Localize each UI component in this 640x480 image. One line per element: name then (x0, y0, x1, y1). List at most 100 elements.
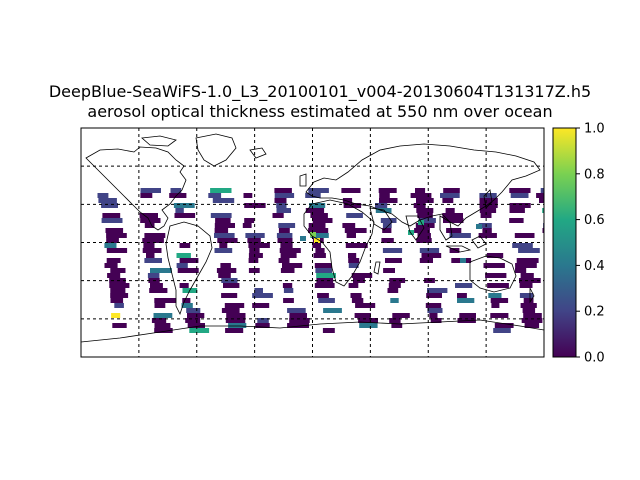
aot-pixel-block (244, 218, 255, 223)
aot-pixel-block (315, 248, 325, 253)
aot-pixel-block (228, 323, 247, 328)
aot-pixel-block (210, 213, 232, 218)
colorbar-tick-label: 0.2 (584, 305, 605, 320)
aot-pixel-block (379, 198, 398, 203)
aot-pixel-block (310, 213, 328, 218)
aot-pixel-block (289, 318, 310, 323)
aot-pixel-block (277, 238, 293, 243)
aot-pixel-block (248, 268, 260, 273)
colorbar-tick-label: 0.4 (584, 259, 605, 274)
aot-pixel-block (217, 238, 238, 243)
aot-pixel-block (419, 248, 440, 253)
aot-pixel-block (509, 218, 524, 223)
aot-pixel-block (214, 228, 229, 233)
aot-pixel-block (315, 268, 333, 273)
aot-pixel-block (509, 188, 531, 193)
aot-pixel-block (375, 203, 388, 208)
aot-pixel-block (442, 198, 454, 203)
aot-pixel-block (457, 298, 475, 303)
aot-pixel-block (446, 228, 462, 233)
aot-pixel-block (316, 273, 336, 278)
aot-pixel-block (520, 273, 534, 278)
aot-pixel-block (289, 313, 307, 318)
aot-pixel-block (287, 323, 309, 328)
aot-pixel-block (540, 188, 544, 193)
aot-pixel-block (443, 188, 460, 193)
aot-pixel-block (418, 218, 436, 223)
aot-pixel-block (283, 288, 294, 293)
aot-pixel-block (242, 223, 252, 228)
aot-pixel-block (144, 233, 166, 238)
aot-pixel-block (378, 188, 397, 193)
aot-pixel-block (354, 313, 371, 318)
aot-pixel-block (214, 223, 235, 228)
aot-pixel-block (245, 233, 265, 238)
aot-pixel-block (521, 318, 543, 323)
aot-pixel-block (112, 323, 127, 328)
aot-pixel-block (104, 263, 118, 268)
aot-pixel-block (280, 253, 297, 258)
aot-pixel-block (491, 303, 500, 308)
aot-pixel-block (110, 288, 126, 293)
aot-pixel-block (416, 238, 432, 243)
aot-pixel-block (389, 318, 401, 323)
aot-pixel-block (459, 313, 476, 318)
aot-pixel-block (105, 228, 124, 233)
aot-pixel-block (276, 233, 293, 238)
aot-pixel-block (308, 223, 326, 228)
aot-pixel-block (415, 188, 426, 193)
aot-pixel-block (110, 298, 124, 303)
aot-pixel-block (142, 238, 164, 243)
aot-pixel-block (247, 238, 261, 243)
aot-pixel-block (111, 313, 121, 318)
aot-pixel-block (542, 208, 544, 213)
aot-pixel-block (140, 218, 161, 223)
aot-pixel-block (189, 328, 210, 333)
aot-pixel-block (101, 203, 118, 208)
aot-pixel-block (283, 298, 294, 303)
aot-pixel-block (542, 228, 544, 233)
aot-pixel-block (226, 313, 246, 318)
aot-pixel-block (248, 253, 263, 258)
aot-pixel-block (278, 228, 290, 233)
aot-pixel-block (419, 258, 433, 263)
aot-pixel-block (106, 248, 128, 253)
aot-pixel-block (282, 263, 303, 268)
aot-pixel-block (520, 303, 537, 308)
aot-pixel-block (383, 268, 395, 273)
aot-pixel-block (346, 213, 363, 218)
aot-pixel-block (350, 293, 362, 298)
aot-pixel-block (248, 258, 259, 263)
aot-high-value-pixel (408, 230, 414, 235)
aot-pixel-block (174, 213, 196, 218)
aot-pixel-block (254, 288, 263, 293)
aot-pixel-block (519, 278, 541, 283)
aot-pixel-block (220, 263, 231, 268)
aot-pixel-block (282, 283, 293, 288)
aot-pixel-block (176, 263, 188, 268)
aot-pixel-block (515, 263, 537, 268)
aot-pixel-block (221, 308, 240, 313)
aot-pixel-block (312, 243, 322, 248)
aot-pixel-block (177, 268, 199, 273)
aot-pixel-block (425, 303, 442, 308)
aot-high-value-pixel (310, 232, 316, 237)
aot-pixel-block (109, 283, 130, 288)
aot-pixel-block (539, 198, 544, 203)
aot-pixel-block (97, 193, 109, 198)
aot-pixel-block (150, 283, 163, 288)
figure-title-line1: DeepBlue-SeaWiFS-1.0_L3_20100101_v004-20… (48, 82, 592, 101)
aot-pixel-block (274, 188, 292, 193)
aot-pixel-block (221, 278, 238, 283)
aot-pixel-block (379, 193, 390, 198)
aot-pixel-block (144, 258, 162, 263)
aot-pixel-block (154, 303, 166, 308)
graticule (81, 128, 544, 357)
aot-pixel-block (359, 323, 378, 328)
aot-pixel-block (487, 283, 509, 288)
map-frame (80, 127, 545, 358)
aot-pixel-block (519, 293, 534, 298)
aot-pixel-block (182, 298, 191, 303)
aot-pixel-block (216, 268, 237, 273)
